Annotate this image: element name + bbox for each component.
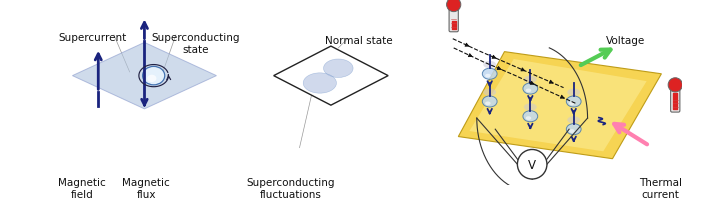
Text: Magnetic
flux: Magnetic flux bbox=[122, 177, 170, 199]
Ellipse shape bbox=[485, 74, 491, 78]
Ellipse shape bbox=[324, 60, 353, 78]
Ellipse shape bbox=[524, 104, 537, 111]
Text: Normal state: Normal state bbox=[324, 36, 393, 46]
Text: Supercurrent: Supercurrent bbox=[59, 33, 127, 43]
Ellipse shape bbox=[569, 102, 574, 106]
Circle shape bbox=[518, 150, 547, 179]
Ellipse shape bbox=[523, 111, 537, 122]
Ellipse shape bbox=[569, 130, 574, 133]
Circle shape bbox=[447, 0, 461, 13]
Ellipse shape bbox=[484, 89, 496, 96]
Ellipse shape bbox=[484, 62, 496, 69]
Ellipse shape bbox=[303, 73, 337, 94]
Circle shape bbox=[668, 78, 682, 93]
Ellipse shape bbox=[524, 76, 537, 84]
Ellipse shape bbox=[147, 75, 156, 83]
Polygon shape bbox=[469, 60, 647, 152]
FancyBboxPatch shape bbox=[449, 4, 459, 33]
Text: Superconducting
fluctuations: Superconducting fluctuations bbox=[246, 177, 334, 199]
Text: Thermal
current: Thermal current bbox=[639, 177, 682, 199]
Text: Magnetic
field: Magnetic field bbox=[58, 177, 106, 199]
Ellipse shape bbox=[143, 67, 165, 85]
FancyBboxPatch shape bbox=[671, 84, 680, 113]
Ellipse shape bbox=[525, 89, 531, 93]
Ellipse shape bbox=[567, 124, 581, 135]
Polygon shape bbox=[459, 52, 662, 159]
Ellipse shape bbox=[482, 69, 497, 80]
Polygon shape bbox=[72, 43, 217, 109]
Text: Superconducting
state: Superconducting state bbox=[151, 33, 239, 55]
Ellipse shape bbox=[567, 96, 581, 107]
Ellipse shape bbox=[567, 89, 580, 96]
Text: V: V bbox=[528, 158, 536, 171]
Ellipse shape bbox=[482, 96, 497, 107]
Ellipse shape bbox=[567, 117, 580, 124]
Ellipse shape bbox=[525, 117, 531, 120]
Ellipse shape bbox=[485, 102, 491, 106]
Ellipse shape bbox=[523, 84, 537, 95]
Polygon shape bbox=[273, 47, 388, 106]
Text: Voltage: Voltage bbox=[606, 36, 645, 46]
